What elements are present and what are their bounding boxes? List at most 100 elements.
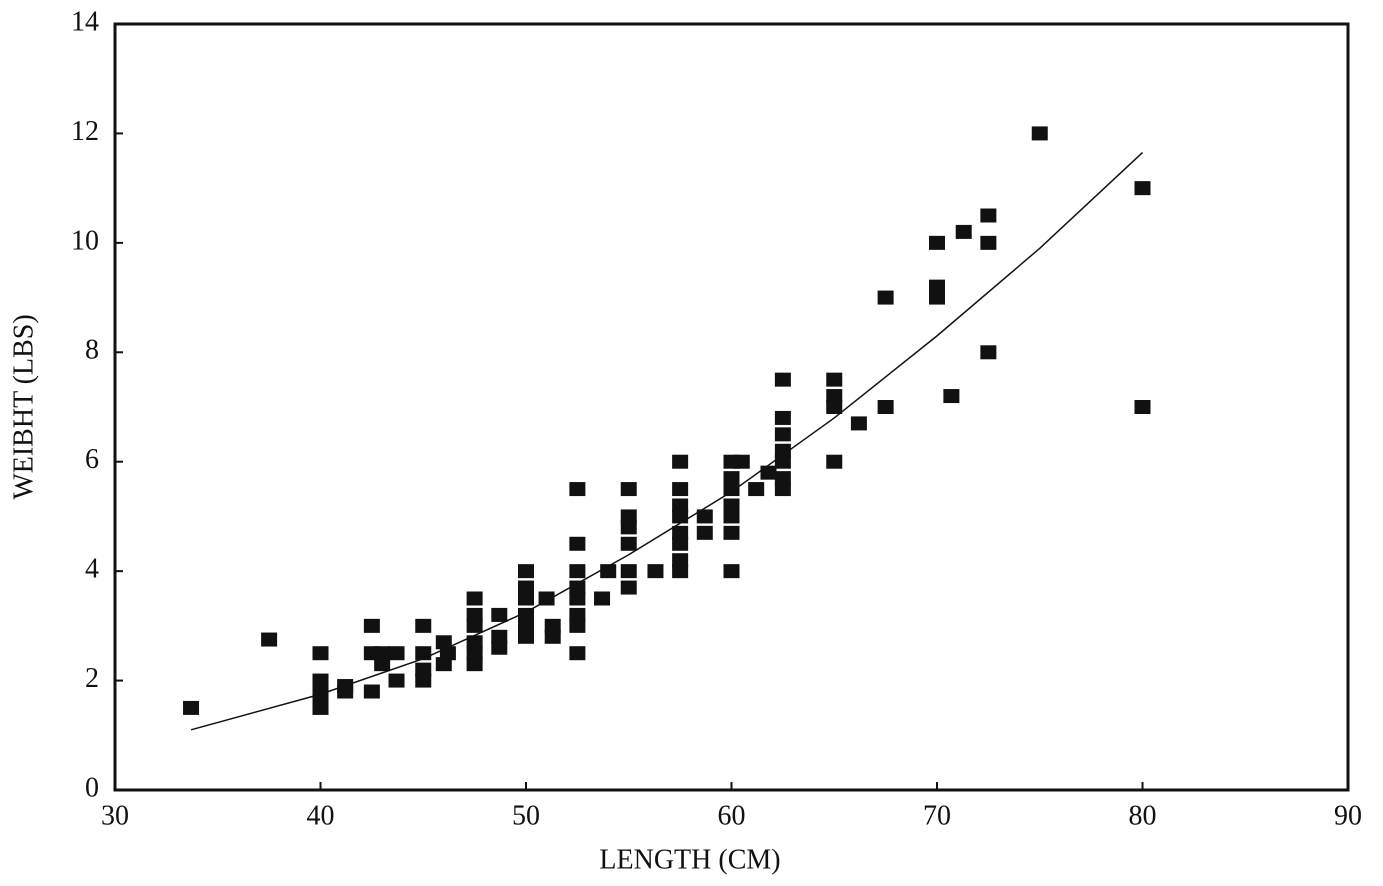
data-point xyxy=(544,618,561,633)
data-point xyxy=(569,618,586,633)
data-point xyxy=(877,400,894,414)
y-tick-label: 2 xyxy=(85,663,99,694)
x-tick-label: 70 xyxy=(923,800,951,831)
data-point xyxy=(363,618,380,633)
data-point xyxy=(569,591,586,606)
data-point xyxy=(955,224,972,239)
data-point xyxy=(672,454,689,469)
data-point xyxy=(569,580,586,595)
data-point xyxy=(672,553,689,568)
data-point xyxy=(544,629,561,644)
data-point xyxy=(312,700,329,715)
data-point xyxy=(748,482,765,497)
data-point xyxy=(312,646,329,661)
data-point xyxy=(980,208,997,223)
data-point xyxy=(518,580,534,595)
data-point xyxy=(569,482,586,497)
data-point xyxy=(466,591,483,606)
x-tick-label: 90 xyxy=(1334,800,1362,831)
data-point xyxy=(183,700,200,715)
data-point xyxy=(466,618,483,633)
data-point xyxy=(1134,181,1151,196)
x-tick-label: 30 xyxy=(101,800,129,831)
data-point xyxy=(723,482,740,497)
data-point xyxy=(980,345,997,360)
data-point xyxy=(929,235,945,250)
data-point xyxy=(672,564,689,579)
data-point xyxy=(774,443,791,458)
y-tick-label: 12 xyxy=(71,116,99,147)
plot-frame xyxy=(113,22,1350,792)
y-axis-label: WEIBHT (LBS) xyxy=(8,314,39,499)
data-point xyxy=(569,607,586,622)
y-tick-label: 14 xyxy=(71,6,99,37)
data-point xyxy=(518,591,534,606)
x-tick-label: 40 xyxy=(307,800,335,831)
data-point xyxy=(672,525,689,540)
x-tick-label: 80 xyxy=(1129,800,1157,831)
data-point xyxy=(388,673,405,688)
data-point xyxy=(538,591,555,606)
data-point xyxy=(466,646,483,661)
data-point xyxy=(760,465,777,480)
data-point xyxy=(826,454,843,469)
data-point xyxy=(672,509,689,524)
data-point xyxy=(877,290,894,305)
data-point xyxy=(569,646,586,661)
data-point xyxy=(774,471,791,486)
y-tick-label: 8 xyxy=(85,335,99,366)
data-point xyxy=(466,657,483,672)
data-point xyxy=(620,520,637,535)
data-point xyxy=(826,372,843,387)
data-point xyxy=(388,646,405,661)
data-point xyxy=(774,482,791,497)
data-point xyxy=(943,389,960,404)
data-point xyxy=(929,279,945,294)
data-point xyxy=(518,607,534,622)
data-point xyxy=(672,536,689,551)
data-point xyxy=(672,498,689,513)
data-point xyxy=(850,416,867,431)
data-point xyxy=(696,509,713,524)
data-point xyxy=(774,427,791,442)
data-point xyxy=(1134,400,1151,414)
data-point xyxy=(620,482,637,497)
data-point xyxy=(696,525,713,540)
data-point xyxy=(826,400,843,414)
data-point xyxy=(723,498,740,513)
data-point xyxy=(774,372,791,387)
data-point xyxy=(620,564,637,579)
data-point xyxy=(491,629,508,644)
data-point xyxy=(374,657,391,672)
data-point xyxy=(518,564,534,579)
data-point xyxy=(723,564,740,579)
data-point xyxy=(466,635,483,650)
data-point xyxy=(620,580,637,595)
data-point xyxy=(518,618,534,633)
data-point xyxy=(980,235,997,250)
data-point xyxy=(620,509,637,524)
y-tick-label: 4 xyxy=(85,554,99,585)
data-point xyxy=(261,632,278,647)
y-tick-label: 10 xyxy=(71,225,99,256)
data-point xyxy=(774,454,791,469)
x-tick-label: 60 xyxy=(718,800,746,831)
data-point xyxy=(929,290,945,305)
data-point xyxy=(491,607,508,622)
data-point xyxy=(620,536,637,551)
data-point xyxy=(466,607,483,622)
data-point xyxy=(363,684,380,699)
data-point xyxy=(435,657,452,672)
data-point xyxy=(723,509,740,524)
data-point xyxy=(594,591,611,606)
data-point xyxy=(1031,126,1048,141)
data-point xyxy=(415,662,432,677)
data-point xyxy=(491,640,508,655)
data-point xyxy=(435,635,452,650)
data-point xyxy=(337,684,354,699)
data-point xyxy=(374,646,391,661)
data-point xyxy=(733,454,750,469)
data-point xyxy=(415,618,432,633)
data-point xyxy=(415,673,432,688)
